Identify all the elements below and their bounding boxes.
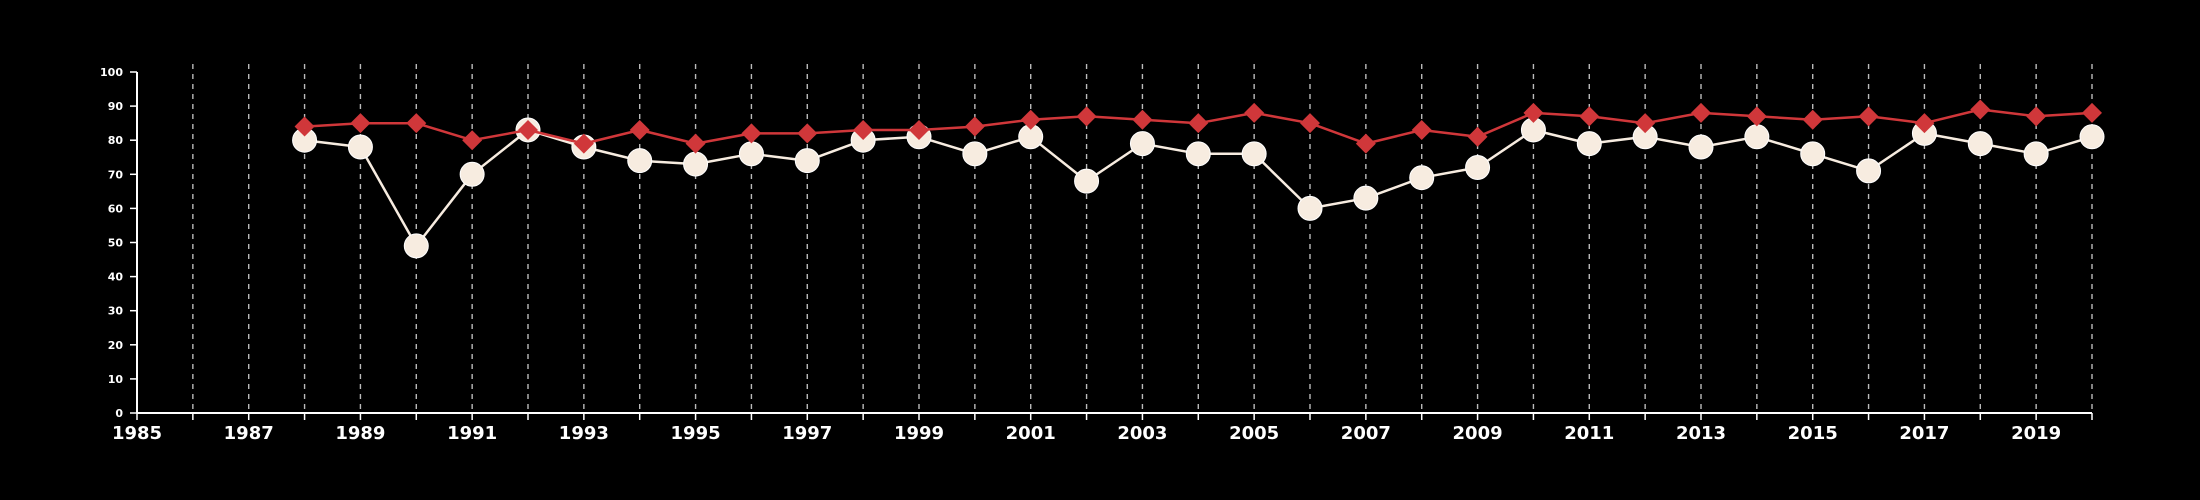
series-1-point-2019 (2026, 106, 2047, 127)
series-1-point-2004 (1188, 113, 1209, 134)
series-1-point-2009 (1467, 126, 1488, 147)
series-1-point-1991 (462, 130, 483, 151)
series-1-point-1997 (797, 123, 818, 144)
y-tick-label-70: 70 (108, 168, 124, 181)
series-2-point-1990 (403, 233, 429, 259)
axes (136, 72, 2092, 414)
series-1-point-1990 (406, 113, 427, 134)
series-2-point-2005 (1241, 141, 1267, 167)
x-tick-label-2007: 2007 (1341, 423, 1391, 444)
series-1-point-2020 (2082, 102, 2102, 123)
x-tick-label-2001: 2001 (1006, 423, 1056, 444)
series-2-point-2003 (1129, 131, 1155, 157)
series-2-point-2020 (2079, 124, 2105, 150)
series-2-point-1995 (683, 151, 709, 177)
series-2-point-2006 (1297, 195, 1323, 221)
y-tick-label-90: 90 (108, 100, 124, 113)
x-tick-label-2009: 2009 (1453, 423, 1503, 444)
x-axis-ticks: 1985 1987 1989 1991 1993 1995 1997 1999 2001 2003… (112, 413, 2093, 444)
series-2-point-2004 (1185, 141, 1211, 167)
x-tick-label-1999: 1999 (894, 423, 944, 444)
series-1-point-2013 (1691, 102, 1711, 123)
series-1-point-1994 (629, 119, 650, 140)
series-2-point-1994 (627, 148, 653, 174)
series-1-point-2014 (1746, 106, 1767, 127)
series-2-point-2008 (1409, 165, 1435, 191)
x-tick-label-2019: 2019 (2011, 423, 2061, 444)
series-2-point-2013 (1688, 134, 1714, 160)
x-tick-label-2015: 2015 (1788, 423, 1838, 444)
y-tick-label-0: 0 (115, 407, 123, 420)
series-1 (294, 99, 2102, 154)
series-1-point-2008 (1411, 119, 1432, 140)
series-2-point-1989 (347, 134, 373, 160)
series-2 (292, 117, 2105, 259)
series-layer (292, 99, 2105, 259)
series-2-point-2015 (1800, 141, 1826, 167)
series-2-point-2007 (1353, 185, 1379, 211)
series-1-point-1988 (294, 116, 315, 137)
series-1-point-2003 (1132, 109, 1153, 130)
x-tick-label-1985: 1985 (112, 423, 162, 444)
series-2-point-2019 (2023, 141, 2049, 167)
series-1-point-1989 (350, 113, 371, 134)
series-2-point-1997 (794, 148, 820, 174)
series-1-point-1995 (685, 133, 706, 154)
series-1-point-2017 (1914, 113, 1935, 134)
series-2-point-2009 (1465, 154, 1491, 180)
x-tick-label-1993: 1993 (559, 423, 609, 444)
series-1-point-1998 (853, 119, 874, 140)
x-tick-label-1995: 1995 (671, 423, 721, 444)
y-tick-label-20: 20 (108, 339, 124, 352)
x-tick-label-2013: 2013 (1676, 423, 1726, 444)
y-tick-label-80: 80 (108, 134, 124, 147)
y-tick-label-50: 50 (108, 237, 124, 250)
series-2-point-2014 (1744, 124, 1770, 150)
series-2-point-1996 (738, 141, 764, 167)
x-tick-label-2011: 2011 (1564, 423, 1614, 444)
series-1-point-1999 (909, 119, 929, 140)
vertical-gridlines (192, 64, 2093, 413)
series-1-point-2006 (1300, 113, 1320, 134)
y-tick-label-40: 40 (108, 271, 124, 284)
series-2-point-2011 (1576, 131, 1602, 157)
series-2-point-2002 (1074, 168, 1100, 194)
series-1-point-2005 (1244, 102, 1265, 123)
series-2-point-1991 (459, 161, 485, 187)
series-2-point-2000 (962, 141, 988, 167)
y-tick-label-30: 30 (108, 305, 124, 318)
series-1-point-2012 (1635, 113, 1656, 134)
series-1-point-2002 (1076, 106, 1097, 127)
series-1-point-2018 (1970, 99, 1991, 120)
series-1-point-2000 (964, 116, 985, 137)
y-tick-label-100: 100 (100, 66, 123, 79)
y-axis-ticks: 0 10 20 30 40 50 60 70 80 90 100 (100, 66, 137, 420)
series-1-point-2007 (1355, 133, 1376, 154)
series-1-point-2001 (1020, 109, 1041, 130)
series-1-point-1996 (741, 123, 762, 144)
series-2-point-2016 (1856, 158, 1882, 184)
x-tick-label-2017: 2017 (1899, 423, 1949, 444)
y-tick-label-60: 60 (108, 202, 124, 215)
series-1-point-1992 (518, 119, 538, 140)
x-tick-label-1997: 1997 (782, 423, 832, 444)
x-tick-label-1989: 1989 (335, 423, 385, 444)
series-1-point-2010 (1523, 102, 1544, 123)
x-tick-label-2003: 2003 (1117, 423, 1167, 444)
x-tick-label-1987: 1987 (224, 423, 274, 444)
series-1-point-2016 (1858, 106, 1879, 127)
series-1-point-2015 (1802, 109, 1823, 130)
y-tick-label-10: 10 (108, 373, 124, 386)
series-1-point-2011 (1579, 106, 1600, 127)
x-tick-label-1991: 1991 (447, 423, 497, 444)
series-1-point-1993 (573, 133, 594, 154)
series-2-point-2018 (1967, 131, 1993, 157)
x-tick-label-2005: 2005 (1229, 423, 1279, 444)
